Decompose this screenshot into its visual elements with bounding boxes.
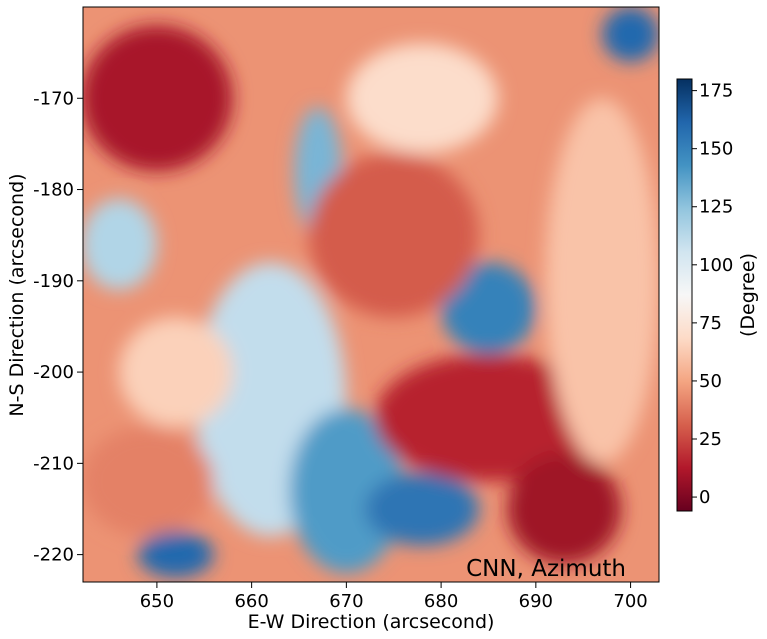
colorbar-tick-label: 175 <box>699 81 733 102</box>
x-tick-label: 650 <box>140 591 174 612</box>
heatmap-region <box>308 153 479 317</box>
heatmap-region <box>138 532 214 578</box>
y-tick-label: -190 <box>33 271 74 292</box>
colorbar-tick-label: 75 <box>699 313 722 334</box>
heatmap-region <box>346 44 498 154</box>
y-tick-label: -210 <box>33 453 74 474</box>
colorbar-tick-label: 25 <box>699 429 722 450</box>
x-axis-label: E-W Direction (arcsecond) <box>248 611 495 633</box>
y-tick-label: -200 <box>33 362 74 383</box>
colorbar-label: (Degree) <box>737 253 759 337</box>
x-tick-label: 680 <box>424 591 458 612</box>
x-tick-label: 660 <box>234 591 268 612</box>
colorbar-tick-label: 0 <box>699 487 710 508</box>
heatmap-region <box>545 98 659 463</box>
heatmap-region <box>81 427 214 537</box>
heatmap-region <box>602 7 659 62</box>
heatmap-region <box>81 199 157 290</box>
y-tick-label: -220 <box>33 545 74 566</box>
y-axis: -170 -180 -190 -200 -210 -220 <box>33 88 83 565</box>
colorbar-ticks: 0 25 50 75 100 125 150 175 <box>692 81 733 508</box>
x-tick-label: 700 <box>613 591 647 612</box>
y-tick-label: -180 <box>33 180 74 201</box>
heatmap-region <box>365 472 479 545</box>
colorbar-ramp <box>677 79 692 511</box>
plot-area: CNN, Azimuth <box>81 7 659 582</box>
x-tick-label: 670 <box>329 591 363 612</box>
x-axis: 650 660 670 680 690 700 <box>140 582 648 612</box>
x-tick-label: 690 <box>519 591 553 612</box>
y-tick-label: -170 <box>33 88 74 109</box>
colorbar-tick-label: 125 <box>699 197 733 218</box>
heatmap-region <box>507 454 621 564</box>
heatmap-region <box>119 317 233 427</box>
colorbar-tick-label: 50 <box>699 371 722 392</box>
y-axis-label: N-S Direction (arcsecond) <box>6 173 28 416</box>
colorbar-tick-label: 150 <box>699 139 733 160</box>
colorbar-tick-label: 100 <box>699 255 733 276</box>
colorbar: 0 25 50 75 100 125 150 175 (Degree) <box>677 79 759 511</box>
heatmap-region <box>81 25 233 171</box>
annotation-label: CNN, Azimuth <box>466 556 626 582</box>
